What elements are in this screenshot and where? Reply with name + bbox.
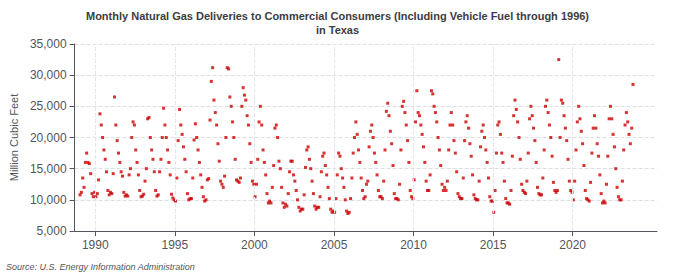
svg-text:2005: 2005 — [321, 238, 348, 252]
svg-text:35,000: 35,000 — [30, 37, 67, 51]
svg-text:20,000: 20,000 — [30, 131, 67, 145]
svg-text:10,000: 10,000 — [30, 193, 67, 207]
svg-text:Million Cubic Feet: Million Cubic Feet — [8, 94, 20, 181]
svg-text:Monthly Natural Gas Deliveries: Monthly Natural Gas Deliveries to Commer… — [86, 10, 589, 22]
svg-text:Source: U.S. Energy Informatio: Source: U.S. Energy Information Administ… — [6, 262, 195, 272]
svg-text:25,000: 25,000 — [30, 99, 67, 113]
svg-text:2000: 2000 — [241, 238, 268, 252]
svg-text:15,000: 15,000 — [30, 162, 67, 176]
svg-text:1990: 1990 — [82, 238, 109, 252]
svg-text:30,000: 30,000 — [30, 68, 67, 82]
svg-text:5,000: 5,000 — [37, 224, 67, 238]
svg-text:2010: 2010 — [400, 238, 427, 252]
svg-text:in Texas: in Texas — [316, 24, 359, 36]
svg-text:2015: 2015 — [480, 238, 507, 252]
svg-text:2020: 2020 — [559, 238, 586, 252]
svg-text:1995: 1995 — [162, 238, 189, 252]
